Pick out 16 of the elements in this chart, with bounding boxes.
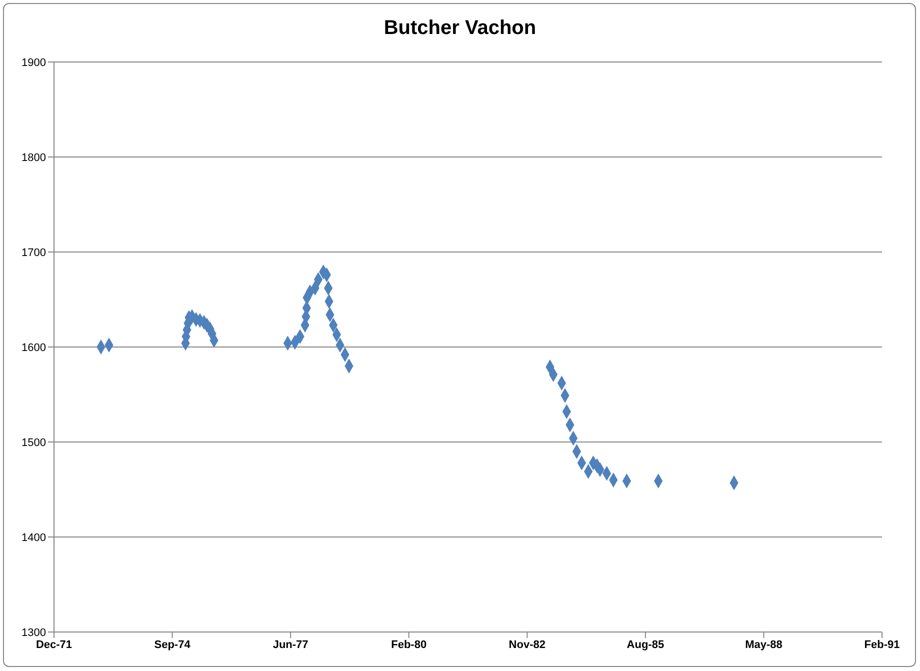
- y-tick-label: 1300: [22, 626, 46, 639]
- y-tick-label: 1400: [22, 532, 46, 544]
- x-tick-label: Jun-77: [272, 638, 308, 651]
- x-tick-label: Sep-74: [154, 638, 192, 651]
- x-tick-label: May-88: [745, 638, 782, 651]
- chart-title: Butcher Vachon: [382, 17, 538, 40]
- y-tick-label: 1800: [22, 152, 46, 164]
- y-tick-label: 1900: [22, 56, 46, 69]
- y-tick-label: 1700: [22, 246, 46, 259]
- x-tick-label: Dec-71: [36, 638, 72, 651]
- y-tick-label: 1500: [22, 436, 46, 449]
- x-tick-label: Nov-82: [508, 638, 546, 651]
- y-tick-label: 1600: [22, 342, 46, 354]
- x-tick-label: Aug-85: [626, 638, 664, 651]
- x-tick-label: Feb-80: [391, 638, 427, 651]
- x-tick-label: Feb-91: [864, 638, 900, 651]
